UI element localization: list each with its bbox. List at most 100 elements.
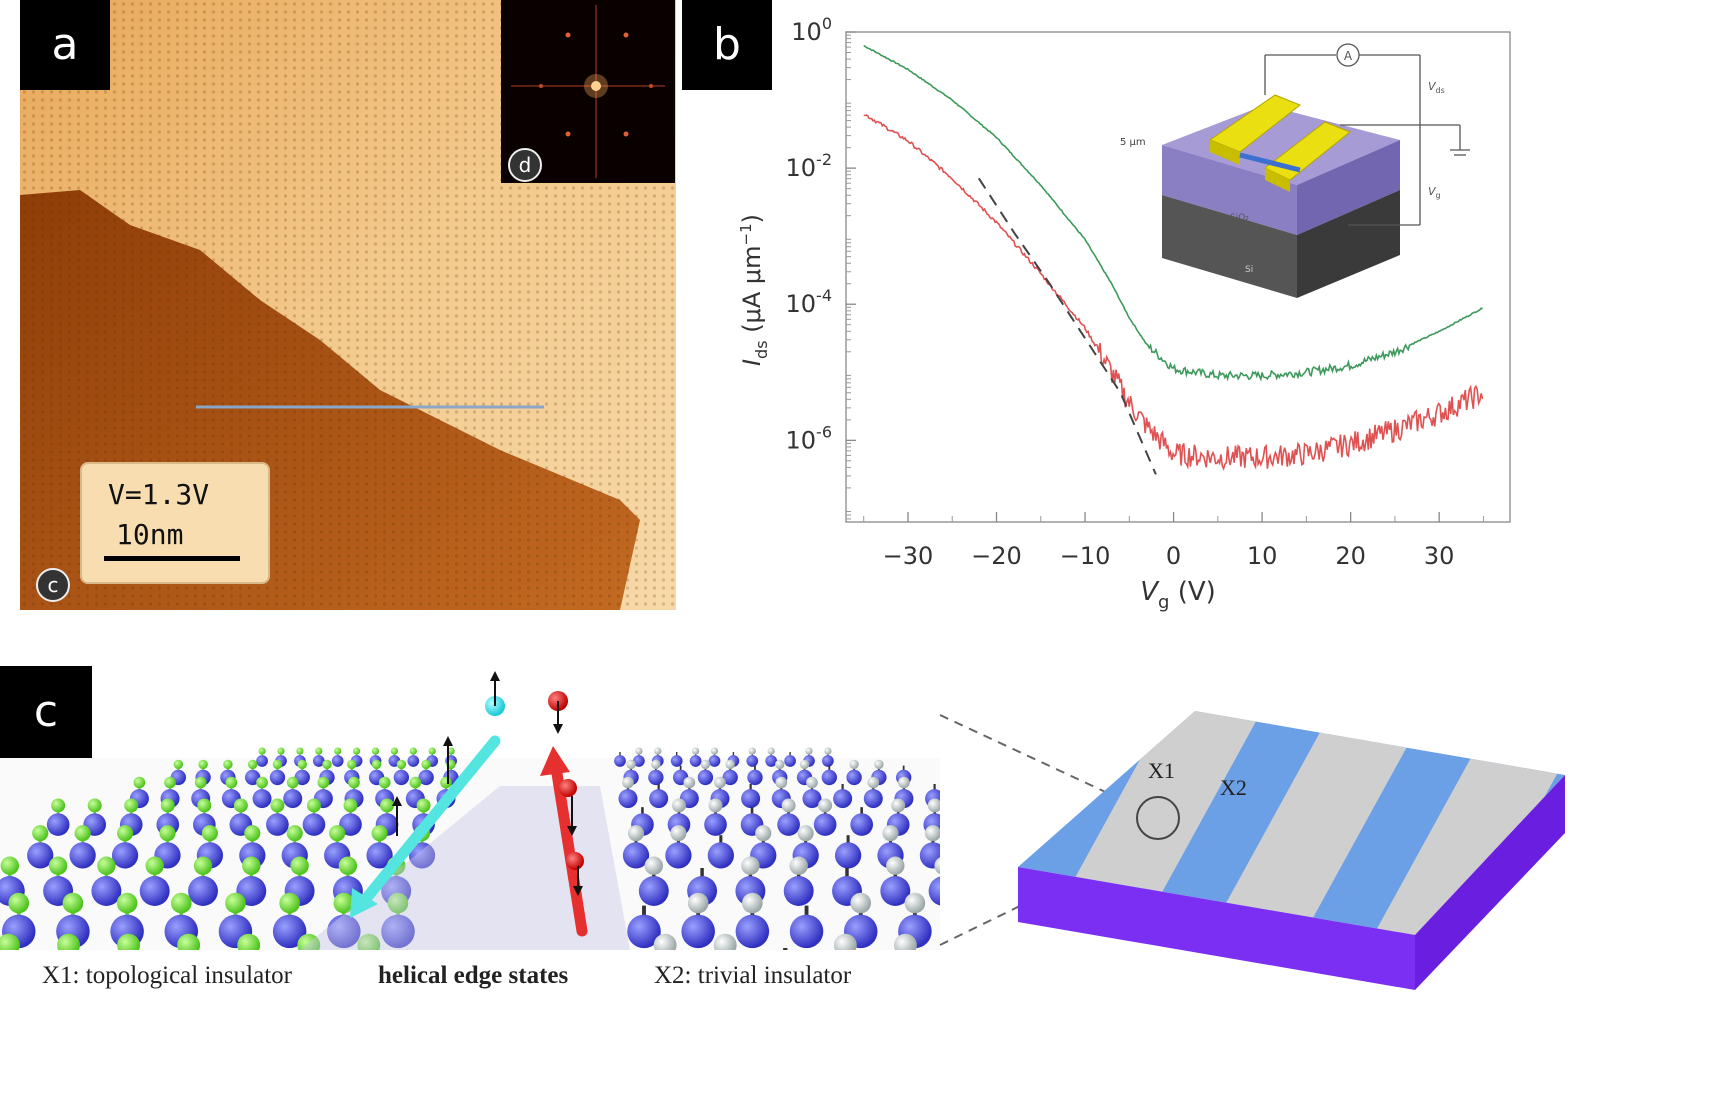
panel-label-a: a xyxy=(20,0,110,90)
green-atom xyxy=(390,747,398,755)
panel-label-c: c xyxy=(0,666,92,758)
vg-label: Vg xyxy=(1428,185,1441,200)
white-atom xyxy=(741,856,760,875)
spin-up-edge-arrow xyxy=(354,735,501,912)
white-atom xyxy=(927,798,940,813)
ammeter-label: A xyxy=(1344,49,1353,63)
white-atom xyxy=(700,759,711,770)
blue-atom xyxy=(834,842,862,869)
blue-atom xyxy=(746,755,759,767)
white-atom xyxy=(934,857,940,875)
blue-atom xyxy=(256,755,268,767)
blue-atom xyxy=(670,755,683,767)
white-atom xyxy=(635,747,643,755)
green-atom xyxy=(0,933,20,950)
green-atom xyxy=(223,759,233,770)
green-atom xyxy=(378,776,391,789)
schematic-front-face xyxy=(1018,867,1415,990)
green-atom xyxy=(193,856,213,875)
green-atom xyxy=(306,798,321,813)
device-inset: A Vds Vg 5 μm SiO₂ Si xyxy=(1120,43,1470,298)
white-atom xyxy=(886,856,905,875)
green-atom xyxy=(97,856,116,875)
white-atom xyxy=(818,798,833,813)
green-atom xyxy=(57,933,80,950)
white-atom xyxy=(775,776,788,789)
white-atom xyxy=(893,933,917,950)
blue-atom xyxy=(741,789,761,809)
blue-atom xyxy=(846,769,862,786)
blue-atom xyxy=(707,842,734,869)
white-atom xyxy=(867,776,880,789)
white-atom xyxy=(775,759,785,770)
green-atom xyxy=(173,759,184,770)
green-atom xyxy=(225,892,246,914)
inset-layer-label: SiO₂ xyxy=(1230,213,1249,223)
blue-atom xyxy=(649,789,669,809)
caption-helical-edge-states: helical edge states xyxy=(378,962,569,989)
blue-atom xyxy=(708,755,721,767)
green-atom xyxy=(396,759,407,770)
blue-atom xyxy=(821,769,837,786)
green-atom xyxy=(242,856,261,875)
edge-channel xyxy=(300,786,630,950)
white-atom xyxy=(789,856,808,875)
sub-label-c: c xyxy=(36,568,70,602)
white-atom xyxy=(904,892,926,914)
white-atom xyxy=(849,759,859,770)
green-atom xyxy=(290,856,309,875)
green-atom xyxy=(428,747,436,755)
white-atom xyxy=(622,776,634,789)
blue-atom xyxy=(689,755,702,767)
green-atom xyxy=(116,825,134,842)
green-atom xyxy=(87,798,102,813)
white-atom xyxy=(710,747,719,755)
white-atom xyxy=(708,798,723,813)
white-atom xyxy=(924,825,940,842)
white-atom xyxy=(627,825,645,842)
y-tick-label: 10-4 xyxy=(786,286,833,318)
blue-atom xyxy=(393,769,410,786)
green-atom xyxy=(244,825,261,842)
blue-atom xyxy=(331,755,344,767)
blue-atom xyxy=(863,789,883,809)
green-atom xyxy=(334,747,342,755)
green-atom xyxy=(421,759,431,770)
panel-label-b: b xyxy=(682,0,772,90)
blue-atom xyxy=(252,789,272,809)
green-atom xyxy=(347,759,357,770)
white-atom xyxy=(850,892,872,914)
green-atom xyxy=(198,759,208,770)
green-atom xyxy=(409,747,417,755)
white-atom xyxy=(651,759,661,770)
green-atom xyxy=(440,776,452,789)
x-axis-label: Vg (V) xyxy=(1140,577,1216,613)
white-atom xyxy=(654,747,662,755)
blue-atom xyxy=(408,842,436,869)
green-atom xyxy=(315,747,323,755)
blue-atom xyxy=(747,769,763,786)
blue-atom xyxy=(813,813,837,836)
plot-frame xyxy=(845,31,1511,523)
green-atom xyxy=(74,825,91,842)
transfer-curve-green xyxy=(863,44,1483,382)
green-atom xyxy=(409,776,422,789)
blue-atom xyxy=(407,755,420,767)
x-tick-label: 30 xyxy=(1424,542,1455,570)
white-atom xyxy=(882,825,899,842)
blue-atom xyxy=(722,769,738,786)
blue-atom xyxy=(188,876,218,906)
white-atom xyxy=(672,798,686,813)
white-atom xyxy=(692,747,700,755)
blue-atom xyxy=(91,876,122,906)
blue-atom xyxy=(618,789,638,809)
white-atom xyxy=(806,776,818,789)
blue-atom xyxy=(833,789,853,809)
green-atom xyxy=(159,825,176,842)
blue-atom xyxy=(880,876,911,906)
green-atom xyxy=(279,892,300,914)
green-atom xyxy=(322,759,332,770)
green-atom xyxy=(317,776,330,789)
green-atom xyxy=(116,892,138,914)
subthreshold-fit-line xyxy=(977,177,1157,475)
